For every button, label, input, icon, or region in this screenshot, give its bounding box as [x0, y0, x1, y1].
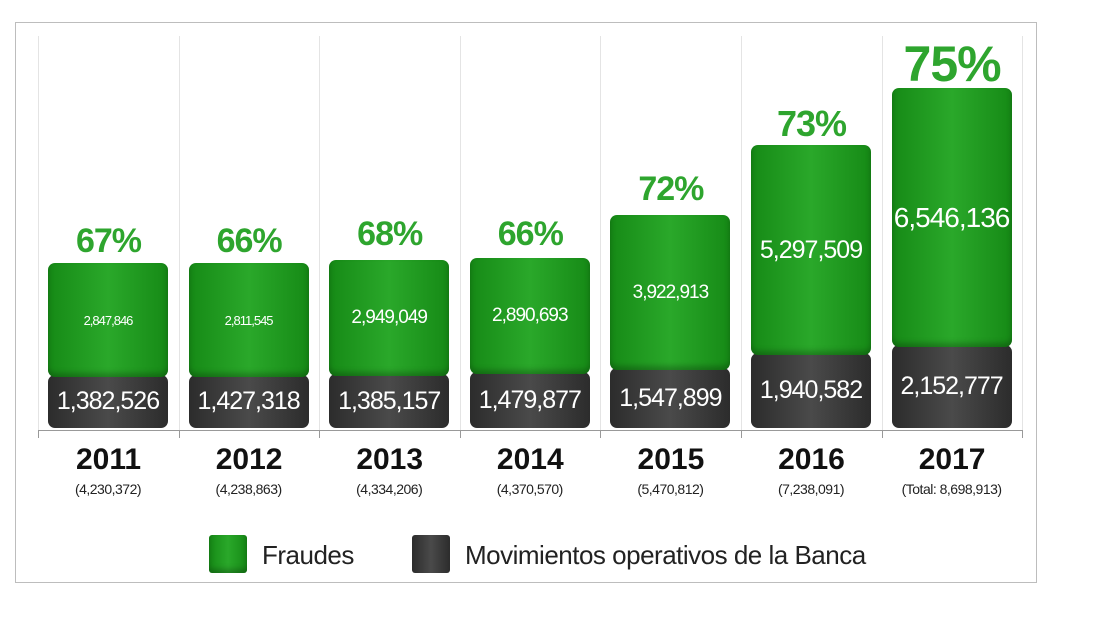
- column-separator: [459, 36, 461, 431]
- x-axis: [38, 430, 1022, 431]
- year-label-2013: 2013: [356, 443, 424, 476]
- bar-movimientos-2012: 1,427,318: [188, 375, 309, 428]
- bar-fraudes-2015: 3,922,913: [610, 215, 731, 370]
- total-label-2015: (5,470,812): [637, 481, 704, 497]
- column-separator: [1022, 36, 1024, 431]
- total-label-2016: (7,238,091): [777, 481, 845, 497]
- year-label-2014: 2014: [496, 443, 564, 476]
- total-label-2011: (4,230,372): [74, 481, 142, 497]
- year-label-2016: 2016: [778, 443, 845, 476]
- percent-label-2014: 66%: [497, 215, 564, 253]
- x-axis-tick: [1022, 430, 1024, 438]
- chart-frame: [15, 22, 1037, 583]
- year-label-2011: 2011: [75, 443, 142, 476]
- legend-swatch-fraudes: [209, 535, 247, 573]
- x-axis-tick: [881, 430, 883, 438]
- column-separator: [178, 36, 180, 431]
- total-label-2013: (4,334,206): [356, 481, 423, 497]
- x-axis-tick: [319, 430, 321, 438]
- bar-fraudes-2017: 6,546,136: [891, 88, 1012, 347]
- bar-movimientos-2014: 1,479,877: [469, 372, 590, 428]
- bar-movimientos-2015: 1,547,899: [610, 368, 731, 428]
- x-axis-tick: [38, 430, 39, 438]
- bar-movimientos-2017: 2,152,777: [891, 345, 1012, 428]
- bar-movimientos-2013: 1,385,157: [329, 374, 450, 428]
- percent-label-2017: 75%: [903, 36, 1002, 92]
- bar-movimientos-2016: 1,940,582: [751, 353, 871, 428]
- legend-swatch-movimientos: [412, 535, 450, 573]
- bar-movimientos-2011: 1,382,526: [48, 375, 168, 428]
- total-label-2014: (4,370,570): [496, 481, 564, 497]
- percent-label-2016: 73%: [776, 103, 847, 144]
- column-separator: [319, 36, 321, 431]
- percent-label-2013: 68%: [357, 215, 423, 253]
- bar-fraudes-2014: 2,890,693: [469, 258, 590, 374]
- bar-fraudes-2012: 2,811,545: [188, 263, 309, 377]
- percent-label-2012: 66%: [216, 222, 283, 260]
- bar-fraudes-2011: 2,847,846: [48, 263, 168, 377]
- x-axis-tick: [459, 430, 461, 438]
- year-label-2017: 2017: [918, 443, 986, 476]
- bar-fraudes-2016: 5,297,509: [751, 145, 871, 355]
- percent-label-2011: 67%: [75, 222, 142, 260]
- x-axis-tick: [178, 430, 180, 438]
- x-axis-tick: [600, 430, 602, 438]
- column-separator: [881, 36, 883, 431]
- column-separator: [600, 36, 602, 431]
- percent-label-2015: 72%: [638, 170, 704, 208]
- total-label-2012: (4,238,863): [215, 481, 283, 497]
- column-separator: [38, 36, 39, 431]
- x-axis-tick: [741, 430, 742, 438]
- bar-fraudes-2013: 2,949,049: [329, 260, 450, 376]
- year-label-2015: 2015: [637, 443, 705, 476]
- total-label-2017: (Total: 8,698,913): [901, 481, 1002, 497]
- year-label-2012: 2012: [215, 443, 283, 476]
- legend-label-movimientos: Movimientos operativos de la Banca: [465, 540, 866, 570]
- column-separator: [741, 36, 742, 431]
- legend-label-fraudes: Fraudes: [262, 540, 354, 570]
